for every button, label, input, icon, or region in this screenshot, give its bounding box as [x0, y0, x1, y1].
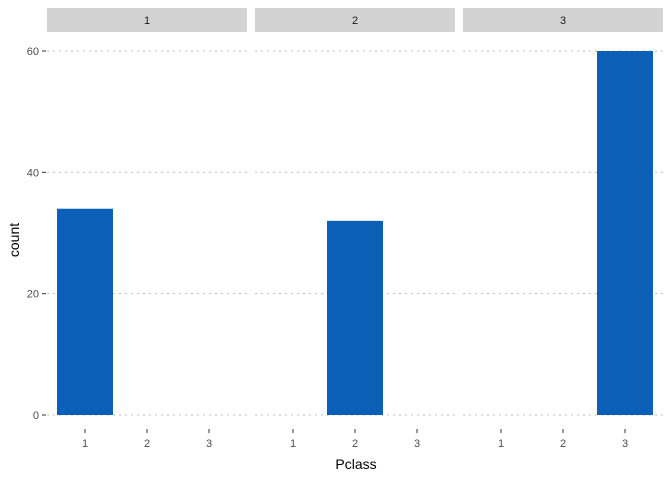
bar [597, 51, 653, 415]
y-tick-label: 20 [27, 289, 39, 301]
facet-strip [255, 8, 455, 32]
facet-strip [47, 8, 247, 32]
y-axis-title: count [6, 223, 22, 257]
x-tick-label: 2 [560, 438, 566, 450]
facet-panel-3: 3 1 2 3 [463, 8, 663, 450]
bar [57, 208, 113, 415]
x-tick-label: 3 [622, 438, 628, 450]
y-axis: 0 20 40 60 [27, 46, 46, 422]
bar [327, 220, 383, 415]
facet-panel-2: 2 1 2 3 [255, 8, 455, 450]
x-tick-label: 3 [206, 438, 212, 450]
y-tick-label: 0 [33, 410, 39, 422]
x-tick-label: 2 [352, 438, 358, 450]
facet-strip [463, 8, 663, 32]
x-tick-label: 1 [82, 438, 88, 450]
x-tick-label: 1 [498, 438, 504, 450]
facet-strip-label: 2 [352, 15, 358, 27]
x-tick-label: 2 [144, 438, 150, 450]
x-tick-label: 1 [290, 438, 296, 450]
facet-panel-1: 1 1 2 3 [47, 8, 247, 450]
x-axis-title: Pclass [335, 456, 376, 472]
y-tick-label: 40 [27, 167, 39, 179]
y-tick-label: 60 [27, 46, 39, 58]
x-tick-label: 3 [414, 438, 420, 450]
facet-strip-label: 3 [560, 15, 566, 27]
panels-layer: 1 1 2 3 2 1 2 3 3 1 2 3 [47, 8, 663, 450]
facet-strip-label: 1 [144, 15, 150, 27]
